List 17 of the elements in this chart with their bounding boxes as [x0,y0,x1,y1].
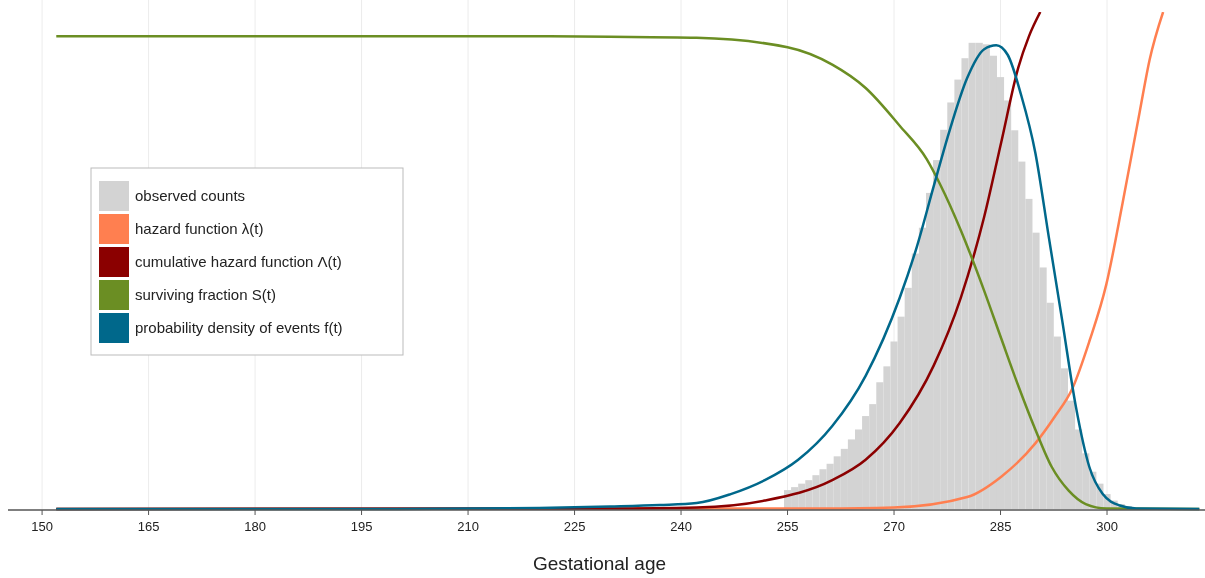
x-tick-label: 255 [776,519,799,534]
x-tick-label: 240 [670,519,692,534]
x-tick-label: 210 [457,519,479,534]
x-tick-label: 270 [883,519,905,534]
legend-label: cumulative hazard function Λ(t) [135,253,342,270]
x-tick-label: 150 [31,519,53,534]
x-axis-title: Gestational age [532,553,667,574]
x-tick-label: 285 [989,519,1012,534]
legend-label: probability density of events f(t) [135,319,343,336]
x-tick-label: 195 [350,519,373,534]
x-tick-label: 180 [244,519,266,534]
x-tick-label: 225 [563,519,586,534]
x-tick-label: 300 [1096,519,1118,534]
x-tick-label: 165 [137,519,160,534]
legend-label: hazard function λ(t) [135,220,264,237]
legend-label: observed counts [135,187,246,204]
legend-label: surviving fraction S(t) [135,286,276,303]
